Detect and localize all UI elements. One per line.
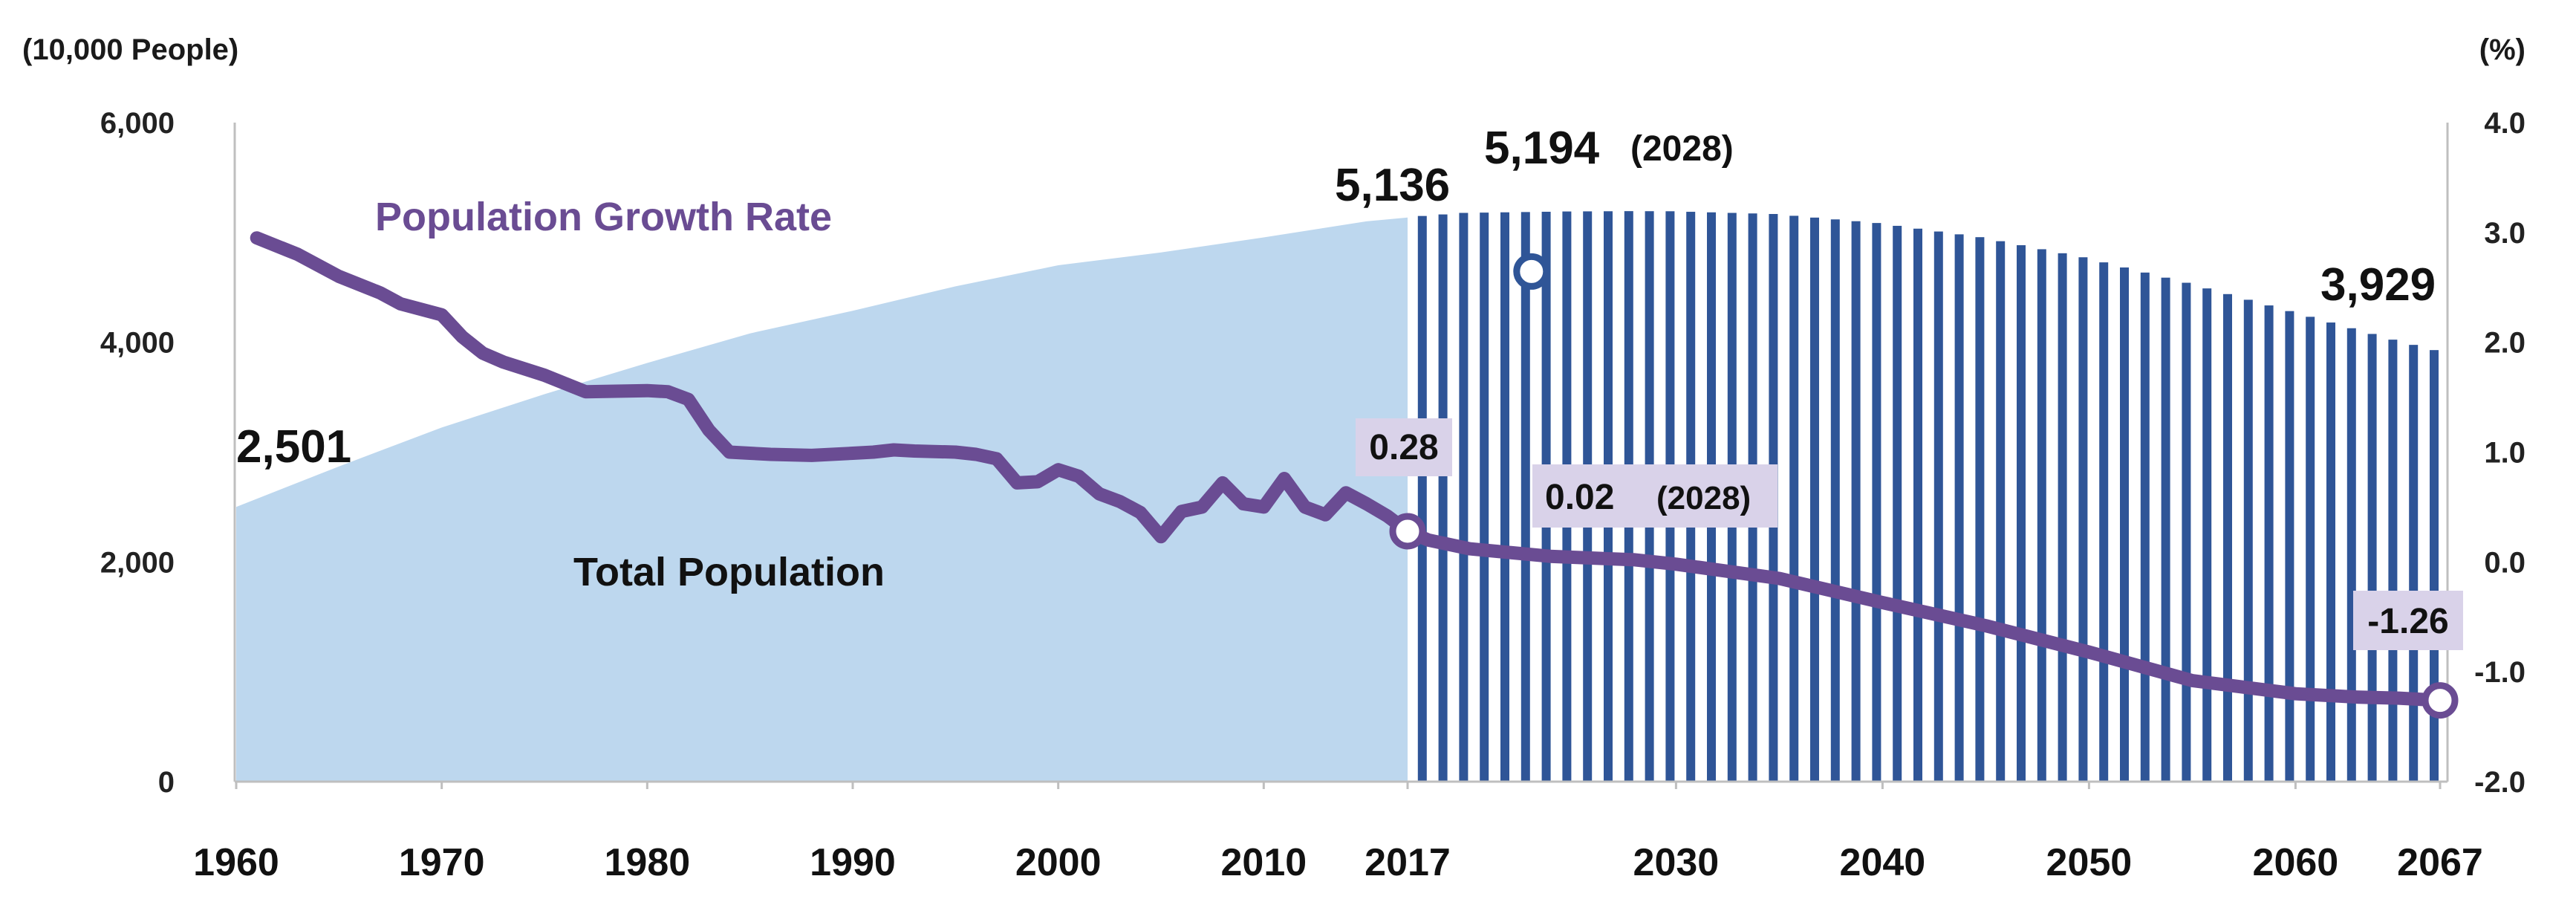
total-population-area-layer <box>236 217 1408 782</box>
projection-bar-2036 <box>1789 215 1799 782</box>
x-axis-tick-label: 1970 <box>399 841 485 884</box>
projection-bar-2052 <box>2120 267 2129 782</box>
right-axis-tick-label: -1.0 <box>2474 656 2525 689</box>
right-axis-tick-label: 2.0 <box>2484 327 2525 360</box>
projection-bar-2022 <box>1500 212 1509 782</box>
projection-bar-2041 <box>1893 225 1902 782</box>
x-axis-tick-label: 1980 <box>604 841 690 884</box>
projection-bar-2044 <box>1954 234 1964 782</box>
projection-bar-2062 <box>2326 322 2335 782</box>
projection-bar-2023 <box>1520 212 1530 782</box>
projection-bar-2039 <box>1851 221 1861 782</box>
x-axis-tick-label: 2060 <box>2253 841 2339 884</box>
rate-2028-year-label: (2028) <box>1656 480 1751 516</box>
peak-population-marker <box>1513 253 1550 290</box>
projection-bar-2064 <box>2367 334 2377 782</box>
rate-2028-label: 0.02 <box>1545 478 1614 517</box>
projection-bar-2066 <box>2409 345 2419 782</box>
left-axis-tick-label: 0 <box>158 766 175 799</box>
total-population-series-label: Total Population <box>573 550 885 594</box>
projection-bar-2021 <box>1480 213 1489 782</box>
projection-bar-2061 <box>2306 317 2315 782</box>
projection-bar-2057 <box>2223 293 2232 782</box>
projection-bar-2018 <box>1417 215 1427 782</box>
rate-2017-marker <box>1389 513 1426 550</box>
end-population-label: 3,929 <box>2320 259 2436 311</box>
right-axis-unit: (%) <box>2479 33 2525 66</box>
projection-bar-2046 <box>1996 241 2006 782</box>
x-axis-tick-label: 2067 <box>2397 841 2483 884</box>
right-axis-tick-label: 0.0 <box>2484 546 2525 579</box>
total-population-area <box>236 217 1408 782</box>
projection-bar-2056 <box>2202 288 2212 782</box>
start-population-label: 2,501 <box>236 421 351 473</box>
projection-bar-2049 <box>2058 253 2067 782</box>
rate-2067-marker <box>2421 682 2459 719</box>
right-axis-tick-label: -2.0 <box>2474 766 2525 799</box>
x-axis-tick-label: 2040 <box>1840 841 1926 884</box>
projection-bar-2040 <box>1872 223 1881 782</box>
projection-bar-2043 <box>1933 231 1943 782</box>
projection-bar-2065 <box>2388 340 2398 782</box>
axis-lines-layer <box>233 123 2449 789</box>
x-axis-tick-label: 2050 <box>2046 841 2133 884</box>
rate-2067-label: -1.26 <box>2367 602 2448 641</box>
growth-rate-line <box>250 231 2447 707</box>
population-2017-label: 5,136 <box>1335 160 1450 211</box>
left-axis-tick-label: 2,000 <box>100 546 175 579</box>
right-axis-tick-label: 4.0 <box>2484 107 2525 140</box>
left-axis-tick-label: 6,000 <box>100 107 175 140</box>
rate-2028-box: 0.02 (2028) <box>1532 464 1777 528</box>
x-axis-tick-label: 1990 <box>810 841 896 884</box>
projection-bar-2047 <box>2017 245 2026 782</box>
right-axis-tick-label: 3.0 <box>2484 217 2525 250</box>
x-axis-tick-label: 1960 <box>193 841 279 884</box>
right-axis-tick-label: 1.0 <box>2484 437 2525 470</box>
x-axis-tick-label: 2000 <box>1015 841 1102 884</box>
projection-bar-2053 <box>2140 272 2150 782</box>
projection-bar-2051 <box>2099 262 2109 782</box>
rate-2017-label: 0.28 <box>1369 428 1438 467</box>
rate-2067-box: -1.26 <box>2353 591 2463 650</box>
projection-bar-2048 <box>2037 249 2046 782</box>
projection-bar-2060 <box>2285 311 2294 782</box>
projection-bar-2050 <box>2078 257 2088 782</box>
projection-bar-2042 <box>1913 228 1922 782</box>
x-axis-tick-label: 2030 <box>1633 841 1720 884</box>
projection-bar-2063 <box>2346 328 2356 782</box>
projection-bar-2037 <box>1810 217 1819 782</box>
rate-2017-box: 0.28 <box>1356 418 1452 476</box>
projection-bar-2038 <box>1830 219 1840 782</box>
left-axis-unit: (10,000 People) <box>22 33 238 66</box>
growth-rate-line-layer <box>250 231 2459 719</box>
projection-bar-2058 <box>2243 299 2253 782</box>
growth-rate-series-label: Population Growth Rate <box>375 195 832 239</box>
projection-bar-2045 <box>1975 237 1985 782</box>
projection-bar-2020 <box>1459 213 1468 782</box>
projection-bar-2019 <box>1438 214 1448 782</box>
left-axis-tick-label: 4,000 <box>100 327 175 360</box>
axis-ticks-layer: 6,000 4,000 2,000 0 4.0 3.0 2.0 1.0 0.0 -1.0 -2.0 1… <box>100 107 2525 884</box>
x-axis-tick-label: 2010 <box>1220 841 1307 884</box>
projection-bar-2067 <box>2430 350 2439 782</box>
peak-population-label: 5,194 <box>1484 123 1600 174</box>
peak-year-label: (2028) <box>1630 129 1734 169</box>
projection-bar-2055 <box>2182 282 2191 782</box>
projection-bar-2054 <box>2161 277 2170 782</box>
projection-bars-layer <box>1417 211 2439 782</box>
projection-bar-2059 <box>2264 305 2274 782</box>
x-axis-tick-label: 2017 <box>1365 841 1451 884</box>
